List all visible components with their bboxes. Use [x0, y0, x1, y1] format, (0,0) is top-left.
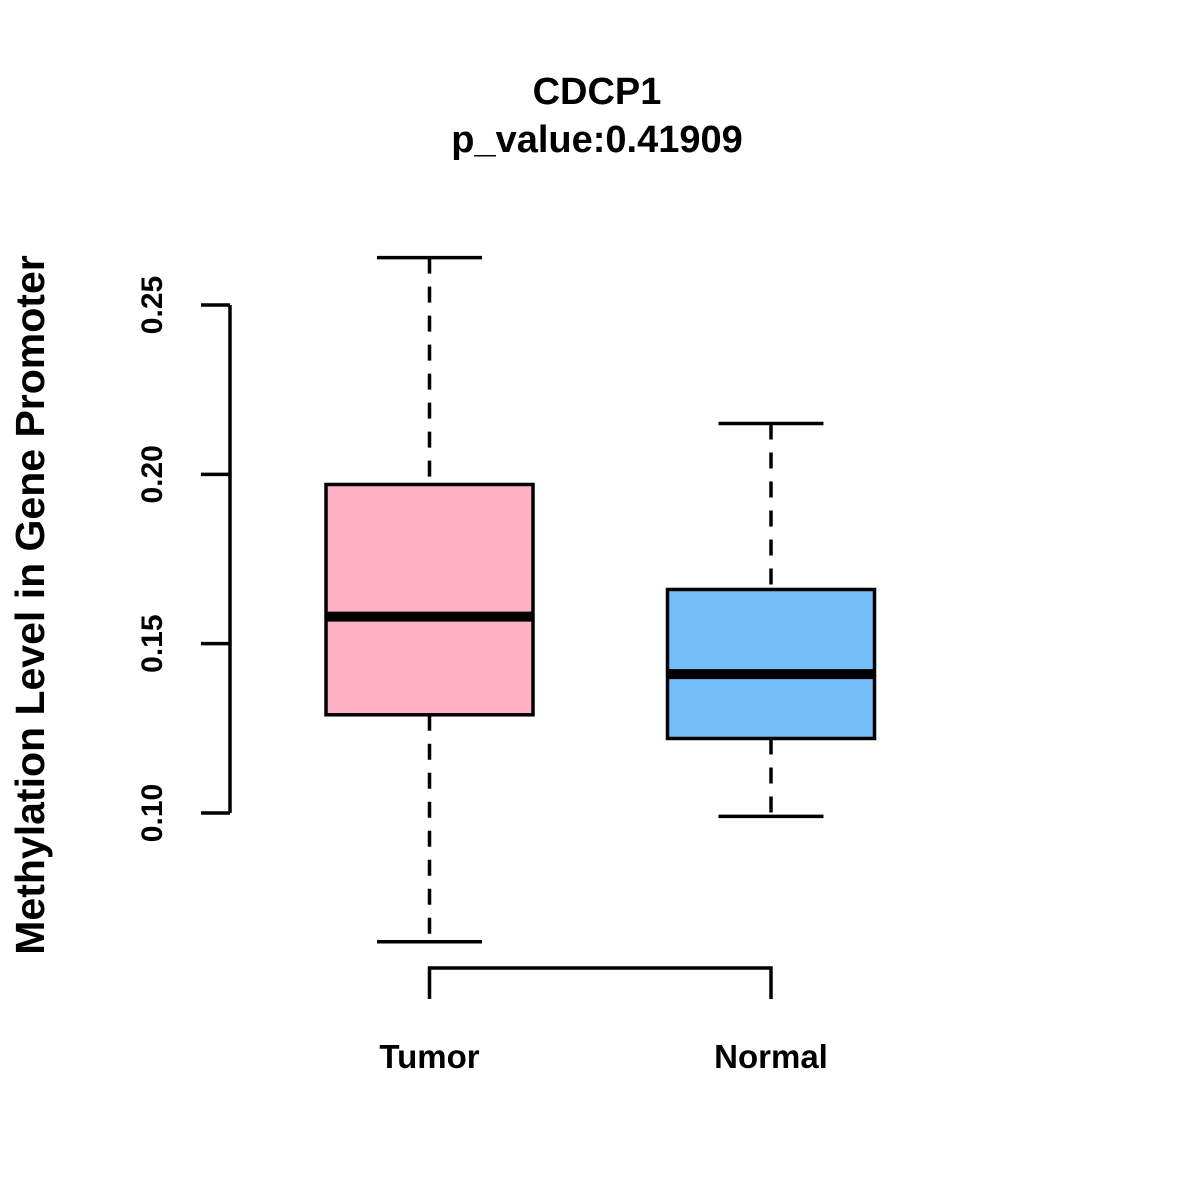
y-tick-label: 0.20 — [136, 445, 169, 503]
normal-box — [665, 587, 877, 741]
y-tick-label: 0.10 — [136, 784, 169, 842]
y-axis-label: Methylation Level in Gene Promoter — [7, 255, 53, 954]
y-tick-label: 0.15 — [136, 614, 169, 672]
category-label-normal: Normal — [714, 1038, 828, 1075]
chart-title: CDCP1 — [533, 71, 662, 113]
plot-geometry: 0.10 0.15 0.20 0.25 Tumor Normal — [136, 255, 877, 1075]
y-tick-label: 0.25 — [136, 276, 169, 334]
chart-pvalue-subtitle: p_value:0.41909 — [451, 119, 743, 161]
tumor-box — [324, 482, 535, 717]
x-axis-bracket — [427, 966, 773, 999]
category-label-tumor: Tumor — [379, 1038, 479, 1075]
